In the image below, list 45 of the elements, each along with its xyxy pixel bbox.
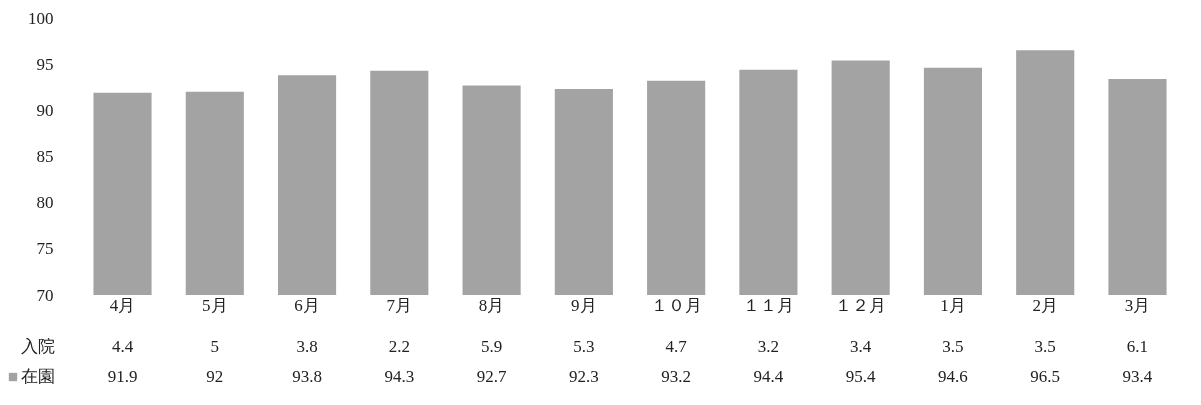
x-tick-label: １２月 <box>835 295 887 315</box>
legend-label: 在園 <box>21 367 55 386</box>
x-tick-label: １１月 <box>742 295 794 315</box>
text: 3.5 <box>942 337 964 356</box>
y-tick-label: 95 <box>36 54 54 74</box>
y-tick-label: 100 <box>28 8 54 28</box>
data-label: 96.5 <box>1030 367 1061 386</box>
x-tick-label: 4月 <box>109 295 136 315</box>
data-label: 92.3 <box>568 367 599 386</box>
y-tick-label: 75 <box>36 239 54 259</box>
data-label: 92 <box>206 367 224 386</box>
text: 4.7 <box>665 337 687 356</box>
text: 入院 <box>21 337 55 356</box>
text: 5.3 <box>573 337 595 356</box>
y-tick-label: 85 <box>36 147 54 166</box>
y-tick-label: 80 <box>36 193 54 213</box>
text: 4.4 <box>111 337 134 356</box>
data-label: 91.9 <box>107 367 138 386</box>
x-tick-label: 9月 <box>571 295 597 315</box>
text: 3.2 <box>757 337 780 356</box>
data-label: 94.3 <box>384 367 415 386</box>
data-label: 93.2 <box>661 367 692 386</box>
data-label: 93.8 <box>292 367 322 386</box>
text: 2.2 <box>388 337 410 356</box>
x-tick-label: 3月 <box>1124 295 1151 315</box>
text: 3.8 <box>296 337 318 356</box>
x-tick-label: 8月 <box>478 295 505 315</box>
y-tick-label: 70 <box>36 285 54 305</box>
text: 5 <box>210 337 220 356</box>
text: 5.9 <box>480 337 503 356</box>
text: 3.4 <box>850 337 872 356</box>
text: 6.1 <box>1126 337 1149 356</box>
y-tick-label: 90 <box>36 100 54 120</box>
x-tick-label: 6月 <box>294 295 320 315</box>
data-label: 94.6 <box>938 367 968 386</box>
x-tick-label: 1月 <box>940 295 966 315</box>
data-label: 92.7 <box>476 367 507 386</box>
data-label: 94.4 <box>753 367 784 386</box>
text: 3.5 <box>1034 337 1056 356</box>
x-tick-label: 7月 <box>386 295 413 315</box>
x-tick-label: 5月 <box>202 295 228 315</box>
x-tick-label: １０月 <box>650 295 702 315</box>
data-label: 93.4 <box>1122 367 1153 386</box>
data-label: 95.4 <box>845 367 877 386</box>
x-tick-label: 2月 <box>1032 295 1058 315</box>
